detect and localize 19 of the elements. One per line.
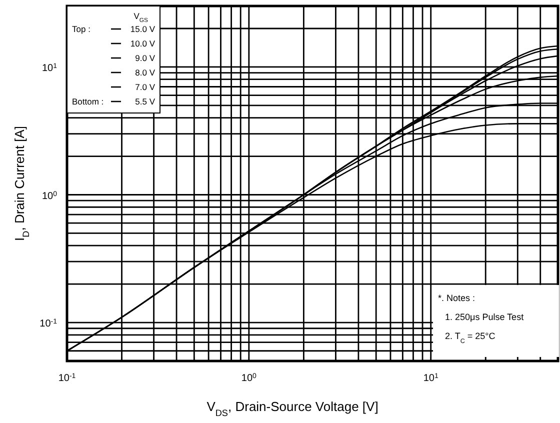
annotation: Bottom : <box>72 96 104 106</box>
annotation: Top : <box>72 24 90 34</box>
x-tick-label: 10$^{0}$ <box>241 372 257 384</box>
annotation: 2. T$_{C}$ = 25°C <box>445 331 496 344</box>
legend-label: 10.0 V <box>130 38 156 48</box>
legend-label: 8.0 V <box>135 68 156 78</box>
y-tick-label: 10$^{0}$ <box>42 190 58 202</box>
x-axis-title: V$_{DS}$, Drain-Source Voltage [V] <box>206 399 378 418</box>
y-tick-label: 10$^{1}$ <box>42 62 58 74</box>
legend-label: 9.0 V <box>135 53 156 63</box>
x-tick-label: 10$^{1}$ <box>423 372 438 384</box>
annotation: 1. 250μs Pulse Test <box>445 312 524 322</box>
y-tick-label: 10$^{-1}$ <box>40 318 58 330</box>
annotation: *. Notes : <box>438 293 476 303</box>
x-tick-label: 10$^{-1}$ <box>58 372 76 384</box>
legend-label: 5.5 V <box>135 96 156 106</box>
legend-title: V$_{GS}$ <box>134 11 148 24</box>
legend-label: 15.0 V <box>130 24 156 34</box>
legend-label: 7.0 V <box>135 82 156 92</box>
